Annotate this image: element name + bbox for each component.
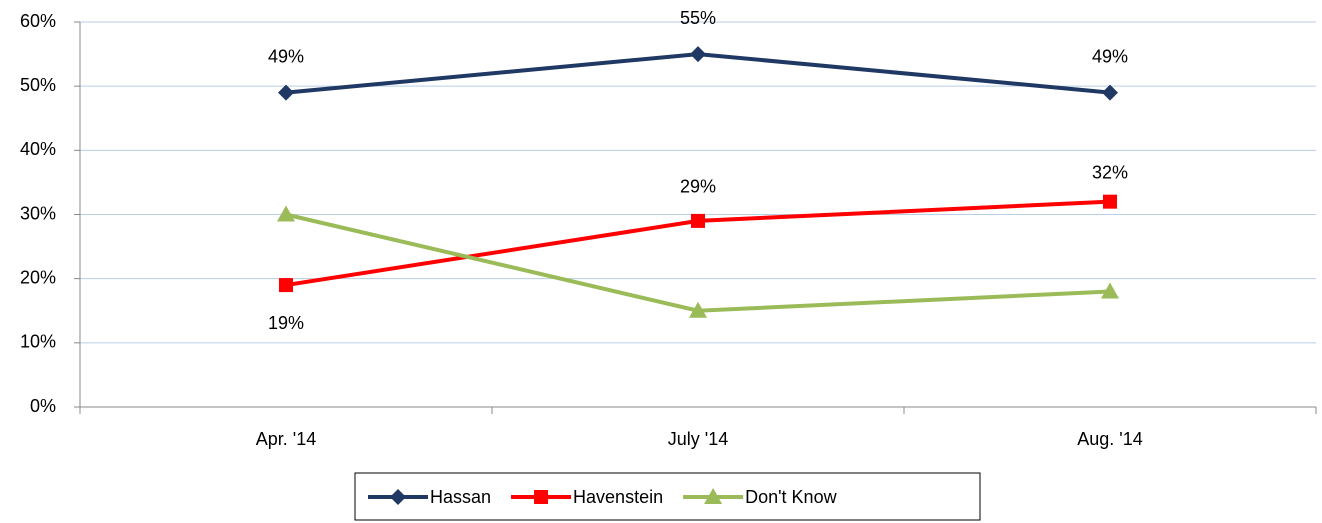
- legend-label: Hassan: [430, 487, 491, 507]
- legend: Hassan Havenstein Don't Know: [354, 472, 981, 521]
- y-tick-label: 30%: [20, 203, 56, 223]
- marker: [690, 46, 706, 63]
- x-tick-label: July '14: [668, 429, 728, 449]
- y-tick-label: 20%: [20, 267, 56, 287]
- marker: [704, 488, 723, 504]
- marker: [689, 301, 707, 318]
- data-label: 55%: [680, 8, 716, 28]
- y-tick-label: 40%: [20, 139, 56, 159]
- marker: [534, 490, 549, 504]
- y-tick-label: 10%: [20, 332, 56, 352]
- marker: [1101, 282, 1119, 299]
- marker: [277, 205, 295, 222]
- data-label: 19%: [268, 313, 304, 333]
- series-line: [285, 212, 1111, 313]
- legend-label: Havenstein: [573, 487, 663, 507]
- marker: [1102, 84, 1118, 101]
- y-tick-label: 50%: [20, 75, 56, 95]
- legend-label: Don't Know: [745, 487, 837, 507]
- data-label: 49%: [268, 46, 304, 66]
- marker: [1103, 194, 1117, 209]
- marker: [278, 84, 294, 101]
- data-label: 32%: [1092, 162, 1128, 182]
- x-tick-label: Aug. '14: [1077, 429, 1143, 449]
- x-tick-label: Apr. '14: [256, 429, 316, 449]
- marker: [279, 278, 293, 293]
- marker: [390, 489, 406, 505]
- y-tick-label: 60%: [20, 11, 56, 31]
- y-tick-label: 0%: [30, 396, 56, 416]
- data-label: 29%: [680, 177, 716, 197]
- legend-box: [354, 472, 981, 521]
- data-label: 49%: [1092, 46, 1128, 66]
- marker: [691, 213, 705, 228]
